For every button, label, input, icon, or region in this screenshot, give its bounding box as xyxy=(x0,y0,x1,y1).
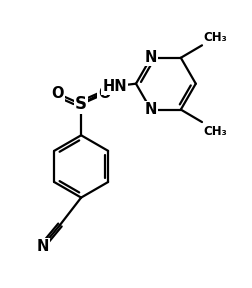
Text: N: N xyxy=(145,50,157,65)
Text: HN: HN xyxy=(103,79,127,94)
Text: S: S xyxy=(75,95,87,113)
Text: N: N xyxy=(36,239,49,254)
Text: N: N xyxy=(145,102,157,117)
Text: CH₃: CH₃ xyxy=(203,31,227,44)
Text: CH₃: CH₃ xyxy=(203,124,227,138)
Text: O: O xyxy=(51,86,64,101)
Text: O: O xyxy=(99,86,111,101)
